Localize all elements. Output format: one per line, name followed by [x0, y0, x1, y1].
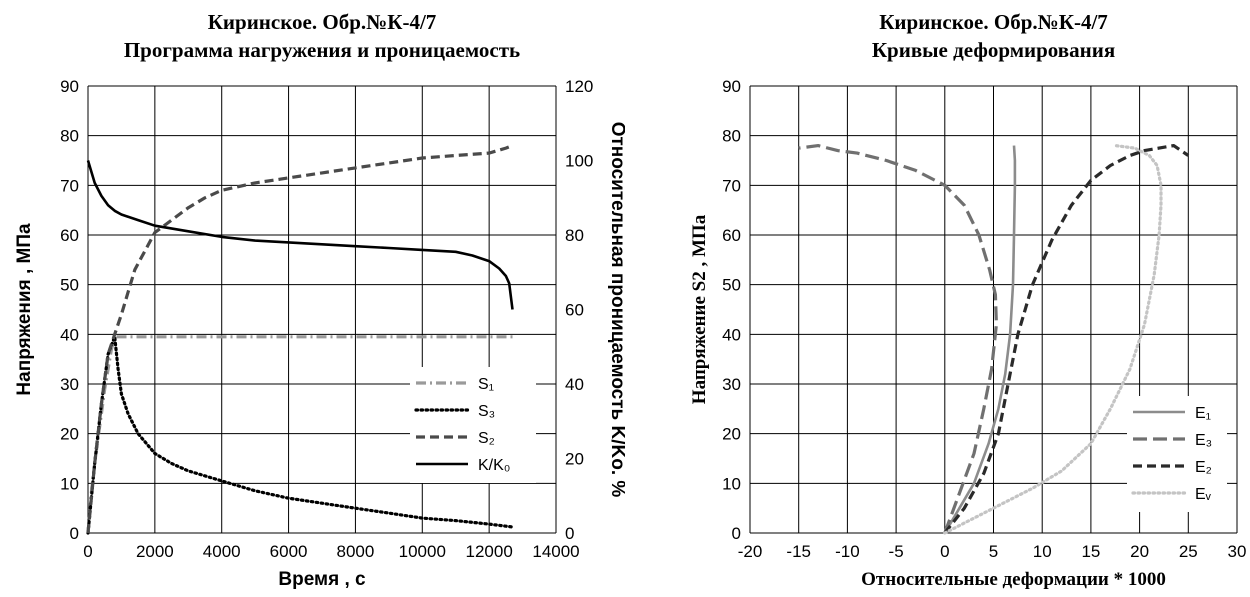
- y-tick-label: 30: [722, 375, 741, 394]
- chart-time-plot: Киринское. Обр.№К-4/7 Программа нагружени…: [14, 10, 625, 590]
- y2-tick-label: 60: [565, 301, 584, 320]
- x-tick-label: 14000: [532, 542, 579, 561]
- x-tick-label: -20: [738, 542, 763, 561]
- y2-tick-label: 20: [565, 450, 584, 469]
- y-tick-label: 20: [722, 425, 741, 444]
- series-line-4: [943, 144, 1163, 535]
- y-axis-label: Напряжение S2 , МПа: [689, 214, 710, 404]
- y2-tick-label: 80: [565, 226, 584, 245]
- series-line-4: [86, 160, 514, 310]
- chart-deformation-plot: Киринское. Обр.№К-4/7 Кривые деформирован…: [689, 10, 1247, 590]
- legend-box: [1127, 396, 1227, 512]
- y-tick-label: 30: [60, 375, 79, 394]
- y-tick-label: 80: [60, 127, 79, 146]
- chart-title-line-1: Киринское. Обр.№К-4/7: [879, 10, 1108, 34]
- chart-panel-deformation: Киринское. Обр.№К-4/7 Кривые деформирован…: [625, 0, 1250, 597]
- legend-label: K/K₀: [478, 457, 510, 474]
- y-tick-label: 10: [722, 474, 741, 493]
- y-tick-label: 10: [60, 474, 79, 493]
- y2-tick-label: 100: [565, 152, 593, 171]
- y-tick-label: 0: [732, 524, 741, 543]
- y-tick-label: 60: [722, 226, 741, 245]
- legend-label: E₂: [1195, 459, 1212, 476]
- chart-title-line-2: Программа нагружения и проницаемость: [124, 38, 520, 62]
- series-line-1: [943, 145, 1017, 534]
- y-tick-label: 70: [722, 176, 741, 195]
- legend-label: E₃: [1195, 432, 1212, 449]
- x-tick-label: 30: [1228, 542, 1247, 561]
- x-axis-label: Относительные деформации * 1000: [861, 569, 1166, 590]
- legend-label: S₁: [478, 376, 494, 393]
- legend-label: S₂: [478, 430, 495, 447]
- legend-box: [410, 367, 536, 483]
- y-tick-label: 40: [60, 325, 79, 344]
- x-tick-label: 12000: [466, 542, 513, 561]
- chart-title-line-2: Кривые деформирования: [872, 38, 1115, 62]
- series-line-3: [86, 144, 514, 534]
- y-tick-label: 50: [722, 276, 741, 295]
- x-tick-label: 4000: [203, 542, 241, 561]
- series-line-3: [943, 144, 1190, 534]
- x-tick-label: -10: [835, 542, 860, 561]
- x-tick-label: 0: [83, 542, 92, 561]
- y-tick-label: 60: [60, 226, 79, 245]
- y2-tick-label: 120: [565, 77, 593, 96]
- x-tick-label: 10000: [399, 542, 446, 561]
- y-tick-label: 50: [60, 276, 79, 295]
- series-line-2: [798, 144, 998, 534]
- y-tick-label: 20: [60, 425, 79, 444]
- x-axis-label: Время , с: [278, 569, 366, 590]
- x-tick-label: 5: [989, 542, 998, 561]
- x-tick-label: 25: [1179, 542, 1198, 561]
- x-tick-label: 8000: [337, 542, 375, 561]
- y-tick-label: 80: [722, 127, 741, 146]
- y-axis-label: Напряжения , МПа: [14, 223, 35, 396]
- chart-title-line-1: Киринское. Обр.№К-4/7: [208, 10, 437, 34]
- x-tick-label: 2000: [136, 542, 174, 561]
- x-tick-label: 0: [940, 542, 949, 561]
- x-tick-label: 20: [1130, 542, 1149, 561]
- y-tick-label: 40: [722, 325, 741, 344]
- legend-label: S₃: [478, 403, 495, 420]
- y2-tick-label: 0: [565, 524, 574, 543]
- y-tick-label: 70: [60, 176, 79, 195]
- x-tick-label: 15: [1081, 542, 1100, 561]
- y2-tick-label: 40: [565, 375, 584, 394]
- y-tick-label: 90: [60, 77, 79, 96]
- y2-axis-label: Относительная проницаемость K/Ko. %: [607, 122, 625, 498]
- x-tick-label: -15: [786, 542, 811, 561]
- legend-label: E₁: [1195, 405, 1211, 422]
- chart-panel-time: Киринское. Обр.№К-4/7 Программа нагружени…: [14, 10, 625, 590]
- y-tick-label: 0: [70, 524, 79, 543]
- legend-label: Eᵥ: [1195, 486, 1212, 503]
- x-tick-label: 10: [1033, 542, 1052, 561]
- x-tick-label: 6000: [270, 542, 308, 561]
- y-tick-label: 90: [722, 77, 741, 96]
- x-tick-label: -5: [889, 542, 904, 561]
